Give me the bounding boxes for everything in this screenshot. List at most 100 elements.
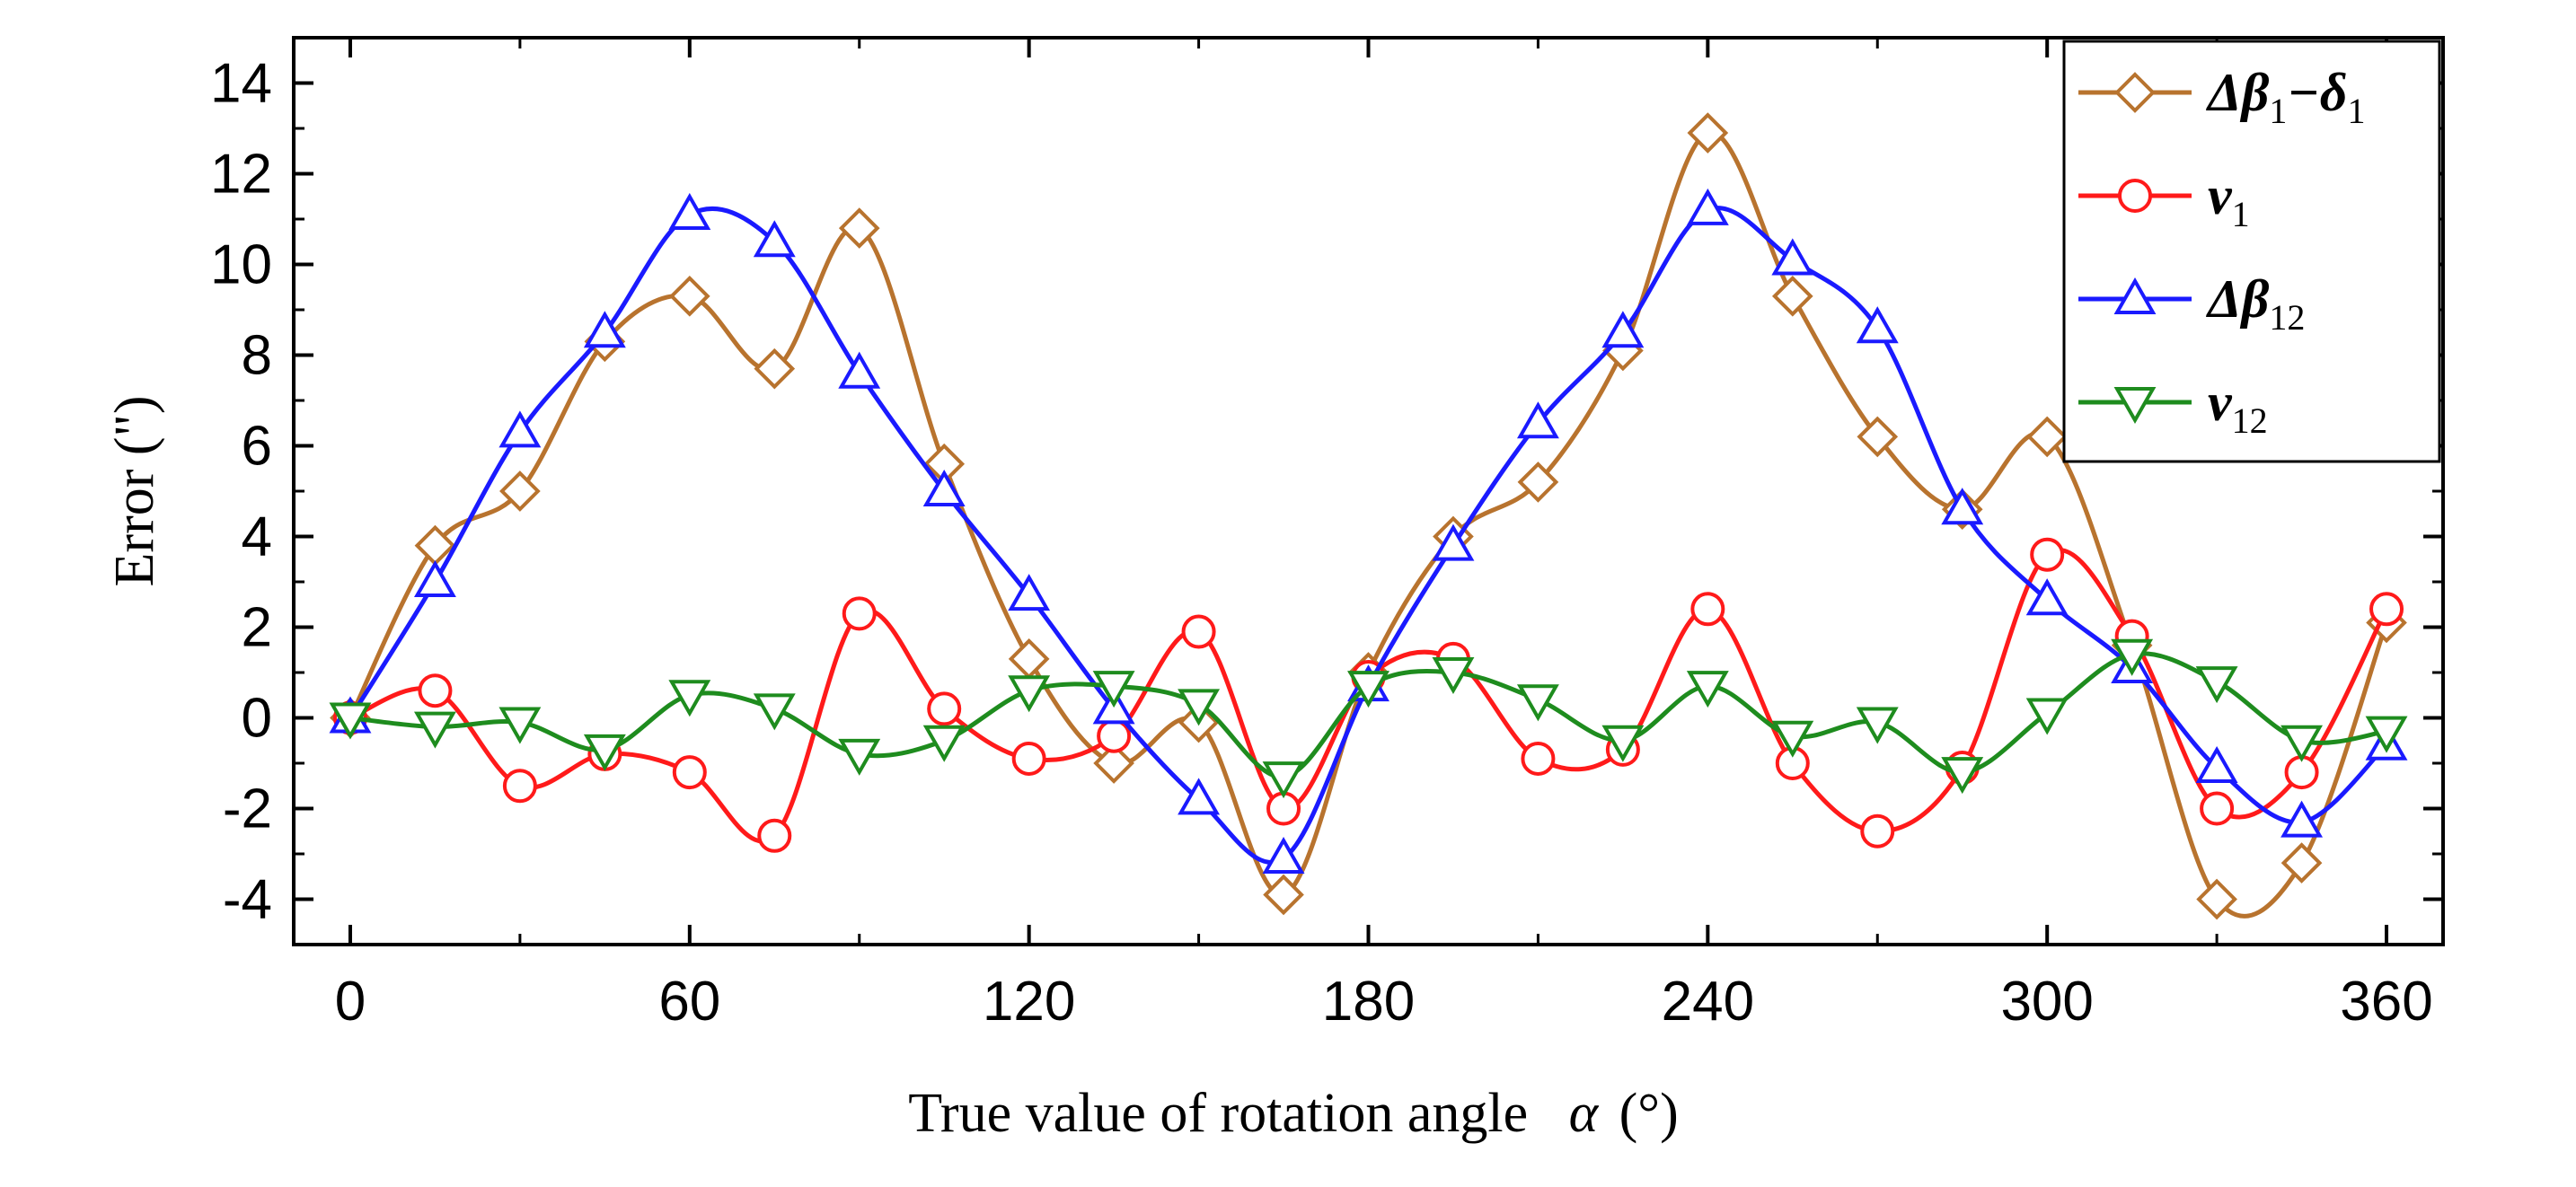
x-tick-label: 120	[983, 971, 1075, 1033]
data-point	[753, 220, 796, 258]
series-layer	[329, 112, 2408, 920]
data-point	[672, 755, 707, 790]
y-tick-label: 2	[242, 597, 272, 659]
legend-marker	[2118, 179, 2152, 213]
x-tick-label: 180	[1322, 971, 1415, 1033]
legend-marker	[2113, 387, 2157, 425]
x-axis-label-text: True value of rotation angle	[908, 1083, 1528, 1144]
legend-subscript: 1	[2232, 194, 2250, 234]
data-point	[1262, 837, 1305, 875]
y-tick-label: 0	[242, 688, 272, 750]
data-point	[668, 680, 711, 717]
data-point	[1857, 416, 1899, 458]
data-point	[1771, 720, 1814, 758]
data-point	[498, 707, 542, 744]
data-point	[1516, 401, 1559, 439]
y-tick-label: 8	[242, 325, 272, 387]
data-point	[754, 347, 796, 390]
data-point	[1941, 757, 1984, 795]
data-point	[2369, 592, 2404, 627]
data-point	[329, 702, 372, 740]
data-point	[1432, 523, 1475, 561]
x-tick-label: 240	[1662, 971, 1754, 1033]
x-tick-label: 0	[335, 971, 366, 1033]
data-point	[1262, 761, 1305, 799]
legend-subscript: 12	[2269, 297, 2305, 338]
legend-suffix-subscript: 1	[2347, 91, 2365, 131]
legend-subscript: 1	[2269, 91, 2287, 131]
data-point	[1092, 671, 1135, 708]
data-point	[1011, 741, 1046, 776]
legend-label: Δβ1−δ1	[2206, 63, 2365, 131]
data-point	[1347, 671, 1389, 708]
data-point	[1601, 725, 1645, 762]
y-tick-label: -2	[223, 778, 272, 840]
x-tick-label: 300	[2000, 971, 2093, 1033]
data-point	[1687, 112, 1729, 154]
data-point	[922, 725, 966, 762]
data-point	[1941, 488, 1984, 525]
data-point	[1686, 188, 1729, 225]
y-tick-label: -4	[223, 869, 272, 931]
series-3	[329, 638, 2408, 799]
data-point	[1856, 306, 1899, 344]
data-point	[838, 351, 881, 389]
data-point	[2025, 698, 2069, 735]
data-point	[2280, 725, 2324, 762]
legend-symbol: Δβ	[2206, 269, 2270, 329]
data-point	[498, 410, 542, 448]
x-axis: 0 60 120 180 240 300 360	[335, 38, 2433, 1033]
data-point	[1686, 671, 1729, 708]
data-point	[2195, 746, 2238, 784]
data-point	[1178, 778, 1221, 815]
data-point	[1601, 311, 1645, 348]
data-point	[1521, 741, 1556, 776]
data-point	[838, 207, 880, 249]
data-point	[1097, 718, 1132, 753]
legend-symbol: v	[2208, 373, 2233, 432]
y-axis-label: Error (")	[104, 396, 165, 587]
data-point	[413, 711, 456, 749]
data-point	[1263, 874, 1304, 916]
data-point	[1856, 707, 1899, 744]
data-point	[1181, 614, 1216, 649]
data-point	[1093, 743, 1134, 784]
data-point	[2196, 878, 2237, 920]
data-point	[418, 673, 453, 708]
data-point	[1008, 638, 1050, 680]
data-point	[583, 734, 626, 771]
legend-label: v1	[2208, 166, 2250, 234]
x-tick-label: 60	[658, 971, 720, 1033]
y-tick-label: 10	[210, 234, 272, 296]
data-point	[2026, 416, 2069, 458]
data-point	[1860, 813, 1895, 848]
data-point	[838, 738, 881, 776]
data-point	[2280, 842, 2323, 884]
data-point	[1517, 462, 1559, 503]
data-point	[2030, 537, 2065, 572]
data-point	[1690, 592, 1725, 627]
data-point	[668, 276, 710, 317]
legend-symbol: v	[2208, 166, 2233, 225]
data-point	[583, 311, 626, 348]
legend-suffix: −δ	[2287, 63, 2347, 122]
data-point	[922, 469, 966, 506]
data-point	[2111, 638, 2154, 676]
data-point	[2195, 666, 2238, 704]
data-point	[1771, 238, 1814, 276]
y-tick-label: 6	[242, 416, 272, 478]
legend-label: v12	[2208, 373, 2268, 441]
data-point	[499, 470, 541, 512]
data-point	[1008, 675, 1051, 713]
legend-symbol: Δβ	[2206, 63, 2270, 122]
data-point	[1178, 689, 1221, 726]
x-axis-label-unit: (°)	[1619, 1083, 1679, 1144]
data-point	[1432, 657, 1475, 695]
data-point	[2280, 800, 2324, 838]
legend-label: Δβ12	[2206, 269, 2305, 338]
x-axis-label: True value of rotation angle α (°)	[908, 1083, 1679, 1144]
y-axis: -4 -2 0 2 4 6 8 10 12 14	[210, 53, 2443, 931]
data-point	[1516, 684, 1559, 722]
y-tick-label: 14	[210, 53, 272, 115]
